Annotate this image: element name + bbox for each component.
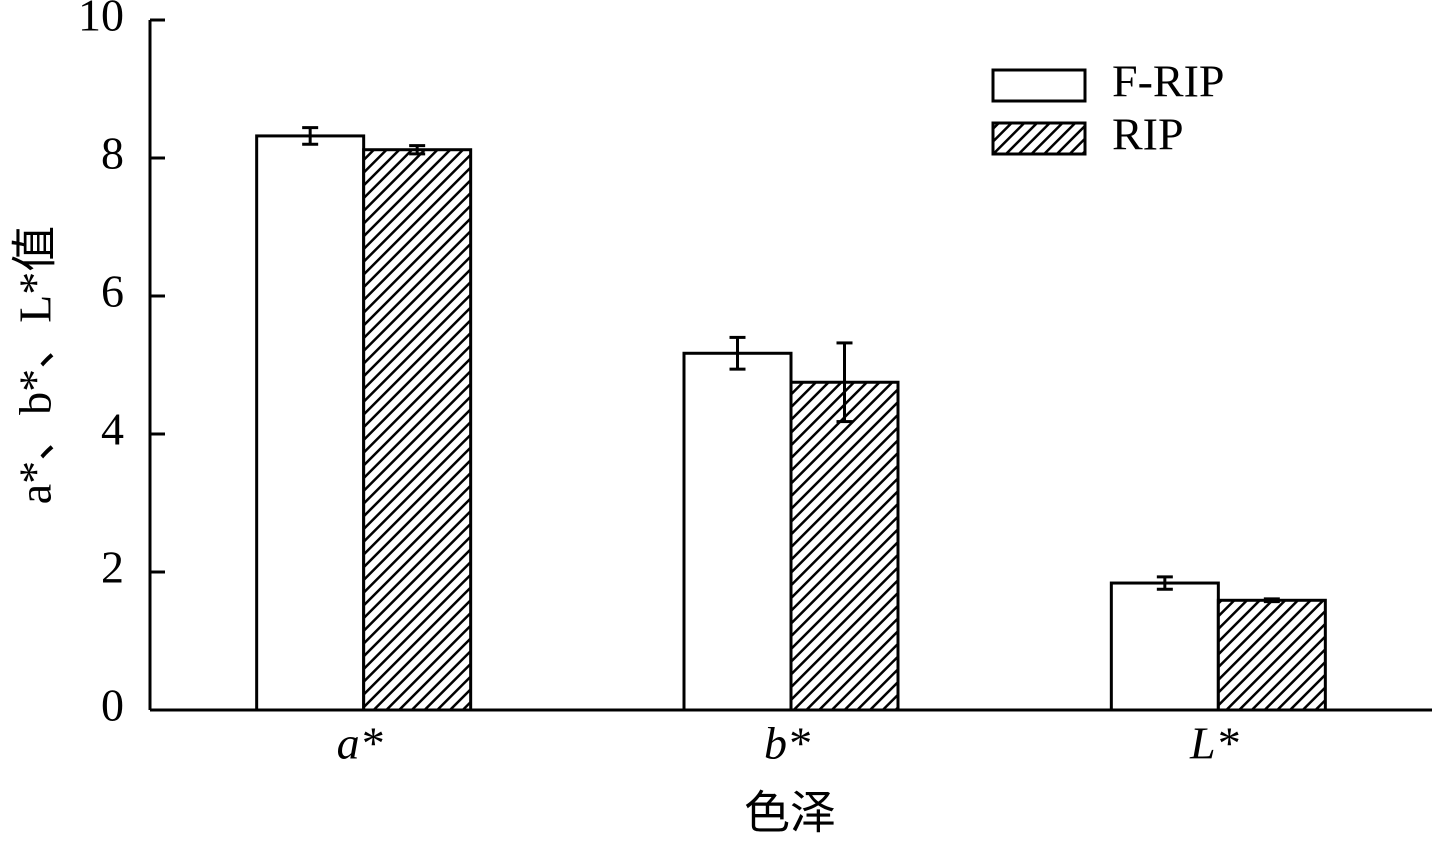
legend-label: F-RIP (1112, 56, 1224, 107)
y-tick-label: 10 (78, 0, 124, 41)
bar (1216, 598, 1327, 712)
error-bar (836, 341, 853, 424)
bar (255, 134, 366, 712)
x-tick-label: b* (764, 718, 810, 769)
y-tick-label: 8 (101, 128, 124, 179)
bar (362, 148, 473, 712)
bar (1109, 581, 1220, 712)
legend-swatch (991, 68, 1087, 103)
x-tick-label: a* (337, 718, 383, 769)
legend-swatch (991, 121, 1087, 156)
error-bar (1156, 575, 1173, 591)
legend-label: RIP (1112, 109, 1184, 160)
y-tick-label: 6 (101, 266, 124, 317)
y-tick-label: 4 (101, 404, 124, 455)
bar (682, 351, 793, 712)
y-tick-label: 2 (101, 542, 124, 593)
y-axis-label: a*、b*、L*值 (10, 226, 61, 505)
bar (789, 380, 900, 712)
error-bar (302, 126, 319, 146)
y-tick-label: 0 (101, 680, 124, 731)
x-tick-label: L* (1189, 718, 1239, 769)
error-bar (729, 335, 746, 371)
x-axis-label: 色泽 (744, 788, 836, 839)
error-bar (409, 144, 426, 156)
error-bar (1263, 597, 1280, 604)
